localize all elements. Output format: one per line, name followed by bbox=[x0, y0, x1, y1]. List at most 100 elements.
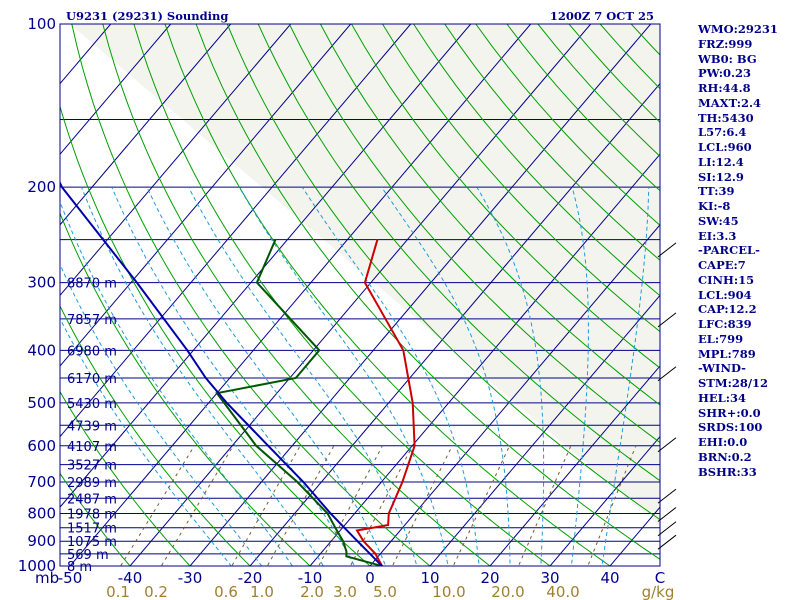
index-line: TH:5430 bbox=[698, 110, 754, 125]
index-line: -PARCEL- bbox=[698, 243, 760, 258]
dry-adiabat bbox=[195, 24, 660, 560]
height-label: 1075 m bbox=[67, 535, 117, 550]
moist-adiabat bbox=[301, 186, 480, 566]
title-right: 1200Z 7 OCT 25 bbox=[550, 9, 654, 23]
index-line: STM:28/12 bbox=[698, 376, 769, 390]
index-line: CAP:12.2 bbox=[698, 302, 757, 317]
wind-barb bbox=[657, 437, 677, 453]
indices-panel: WMO:29231 FRZ:999 WB0: BG PW:0.23 RH:44.8 MAX… bbox=[698, 22, 778, 479]
pressure-tick-label: 400 bbox=[27, 341, 56, 359]
index-line: BSHR:33 bbox=[698, 464, 757, 479]
mixing-ratio-tick-label: 20.0 bbox=[491, 583, 524, 600]
isotherm bbox=[60, 24, 172, 156]
pressure-tick-label: 100 bbox=[27, 15, 56, 33]
dry-adiabat bbox=[60, 104, 371, 566]
wind-barb bbox=[657, 488, 677, 504]
mixing-ratio-tick-label: 1.0 bbox=[250, 583, 274, 600]
height-label: 1517 m bbox=[67, 522, 117, 537]
index-line: RH:44.8 bbox=[698, 81, 751, 95]
index-line: L57:6.4 bbox=[698, 125, 747, 140]
index-line: FRZ:999 bbox=[698, 36, 753, 51]
index-line: LFC:839 bbox=[698, 317, 752, 331]
isotherm bbox=[60, 24, 412, 438]
mixing-ratio-tick-label: 3.0 bbox=[333, 583, 357, 600]
index-line: WMO:29231 bbox=[698, 22, 778, 36]
parcel-path bbox=[60, 180, 383, 566]
index-line: SI:12.9 bbox=[698, 169, 744, 184]
title-left: U9231 (29231) Sounding bbox=[66, 9, 228, 23]
mixing-ratio-tick-label: 0.1 bbox=[106, 583, 130, 600]
moist-adiabat bbox=[146, 186, 387, 566]
dry-adiabat bbox=[133, 24, 551, 566]
temperature-tick-label: -30 bbox=[178, 569, 203, 587]
mixing-ratio-line bbox=[517, 445, 572, 566]
index-line: TT:39 bbox=[698, 184, 735, 199]
index-line: EHI:0.0 bbox=[698, 435, 748, 449]
isotherm bbox=[60, 24, 292, 297]
moist-adiabat bbox=[60, 317, 232, 566]
isotherm bbox=[369, 224, 660, 566]
mixing-ratio-line bbox=[160, 445, 234, 566]
dry-adiabat bbox=[444, 24, 660, 261]
dry-adiabat bbox=[60, 472, 131, 566]
isotherm bbox=[249, 82, 660, 566]
dry-adiabat bbox=[60, 390, 191, 566]
isotherm bbox=[549, 435, 660, 566]
moist-adiabat bbox=[601, 187, 650, 566]
index-line: PW:0.23 bbox=[698, 66, 752, 81]
mixing-ratio-units-label: g/kg bbox=[642, 583, 675, 600]
isotherm bbox=[0, 24, 51, 577]
height-label: 4739 m bbox=[67, 419, 117, 434]
isotherm bbox=[189, 24, 652, 566]
isotherm bbox=[429, 294, 660, 566]
pressure-tick-label: 900 bbox=[27, 532, 56, 550]
pressure-tick-label: 1000 bbox=[18, 557, 56, 575]
isotherm bbox=[69, 24, 532, 566]
index-line: EI:3.3 bbox=[698, 228, 737, 243]
dry-adiabat bbox=[60, 304, 251, 566]
index-line: LCL:904 bbox=[698, 287, 752, 302]
wind-barb bbox=[657, 507, 677, 522]
moist-adiabat bbox=[60, 200, 294, 566]
pressure-tick-label: 600 bbox=[27, 437, 56, 455]
mixing-ratio-line bbox=[587, 445, 637, 566]
wind-barb bbox=[657, 534, 677, 550]
mixing-ratio-tick-label: 40.0 bbox=[546, 583, 579, 600]
height-label: 2989 m bbox=[67, 476, 117, 491]
temperature-profile bbox=[355, 239, 416, 566]
height-label: 2487 m bbox=[67, 492, 117, 507]
wind-barb bbox=[657, 242, 677, 258]
index-line: WB0: BG bbox=[698, 51, 757, 66]
index-line: LI:12.4 bbox=[698, 154, 744, 169]
index-line: CINH:15 bbox=[698, 272, 755, 287]
isotherm bbox=[60, 24, 232, 226]
temperature-tick-label: -50 bbox=[58, 569, 83, 587]
temperature-tick-label: -40 bbox=[118, 569, 143, 587]
height-label: 8 m bbox=[67, 560, 92, 575]
pressure-tick-label: 300 bbox=[27, 274, 56, 292]
dry-adiabat bbox=[319, 24, 660, 406]
isotherm bbox=[489, 365, 660, 566]
height-label: 8870 m bbox=[67, 277, 117, 292]
height-label: 5430 m bbox=[67, 397, 117, 412]
plot-area bbox=[0, 24, 660, 577]
height-label: 4107 m bbox=[67, 440, 117, 455]
height-label: 1978 m bbox=[67, 507, 117, 522]
dry-adiabat bbox=[226, 24, 660, 521]
wind-barb bbox=[657, 366, 677, 382]
mixing-ratio-tick-label: 0.2 bbox=[144, 583, 168, 600]
moist-adiabat bbox=[476, 186, 545, 566]
moist-adiabat bbox=[381, 186, 511, 566]
height-label: 7857 m bbox=[67, 313, 117, 328]
pressure-tick-label: 700 bbox=[27, 473, 56, 491]
index-line: BRN:0.2 bbox=[698, 449, 752, 464]
pressure-tick-label: 500 bbox=[27, 394, 56, 412]
mixing-ratio-tick-label: 5.0 bbox=[373, 583, 397, 600]
mixing-ratio-line bbox=[120, 445, 195, 566]
temperature-tick-label: 30 bbox=[540, 569, 559, 587]
index-line: KI:-8 bbox=[698, 199, 731, 213]
dry-adiabat bbox=[71, 24, 431, 566]
moist-adiabat bbox=[570, 187, 589, 566]
temperature-tick-label: -10 bbox=[298, 569, 323, 587]
index-line: MAXT:2.4 bbox=[698, 95, 761, 110]
